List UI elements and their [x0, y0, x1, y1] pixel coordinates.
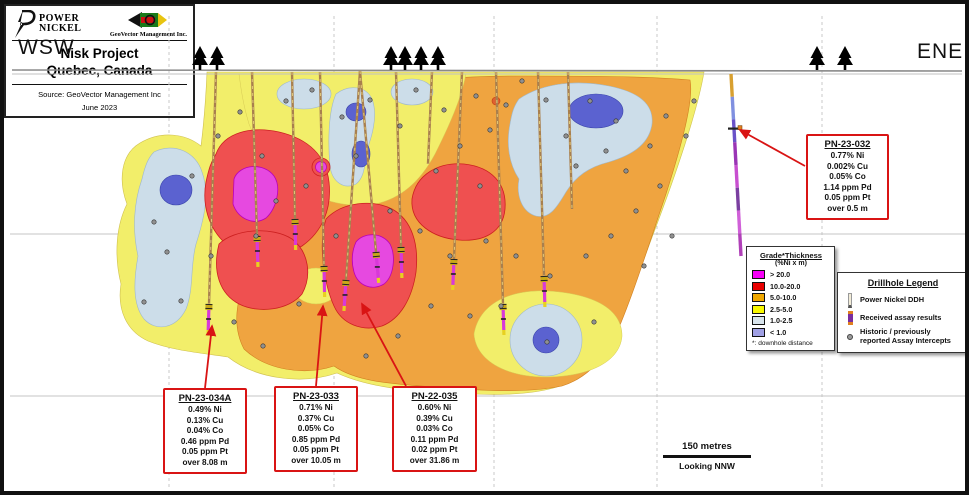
power-nickel-logo: POWER NICKEL	[12, 10, 81, 38]
legend-item-label: Received assay results	[860, 312, 942, 322]
logo-row: POWER NICKEL GeoVector Management Inc.	[12, 10, 187, 38]
assay-line: 0.04% Co	[186, 426, 224, 435]
assay-line: 0.05 ppm Pt	[824, 193, 871, 202]
legend-row: < 1.0	[752, 327, 830, 337]
historic-intercept-dots	[141, 78, 697, 359]
divider	[12, 84, 187, 85]
callout-arrows	[204, 129, 806, 389]
surface-line	[11, 69, 963, 75]
legend-item-label: Historic / previously reported Assay Int…	[860, 327, 951, 345]
assay-line: 0.77% Ni	[830, 151, 865, 160]
assay-line: 0.03% Co	[416, 424, 453, 433]
assay-line: over 0.5 m	[827, 203, 868, 213]
assay-line: 0.46 ppm Pd	[180, 436, 230, 446]
legend-title: Grade*Thickness	[759, 251, 823, 260]
legend-range-label: 1.0-2.5	[770, 316, 793, 325]
assay-line: 0.71% Ni	[299, 403, 333, 412]
legend-item-label: Power Nickel DDH	[860, 295, 925, 305]
scale-distance-label: 150 metres	[682, 441, 732, 452]
callout-title: PN-23-032	[824, 139, 871, 150]
assay-line: 0.85 ppm Pd	[291, 434, 341, 444]
assay-line: 0.13% Cu	[186, 415, 224, 425]
scale-bar-line	[663, 455, 751, 458]
grade-thickness-legend: Grade*Thickness (%Ni x m) > 20.0 10.0-20…	[746, 246, 835, 351]
view-direction-label: Looking NNW	[679, 461, 735, 471]
assay-line: 0.02 ppm Pt	[411, 445, 458, 454]
callout-title: PN-23-033	[293, 391, 339, 402]
magenta-swatch-icon	[752, 270, 765, 279]
legend-range-label: 10.0-20.0	[770, 281, 801, 291]
legend-range-label: < 1.0	[770, 327, 787, 337]
assay-line: 0.002% Cu	[827, 161, 868, 171]
orange-swatch-icon	[752, 293, 765, 302]
assay-line: 0.05 ppm Pt	[182, 447, 228, 456]
legend-row: 1.0-2.5	[752, 316, 830, 325]
lightblue-swatch-icon	[752, 316, 765, 325]
assay-line: 0.37% Cu	[297, 413, 335, 423]
assay-line: over 31.86 m	[409, 455, 460, 465]
callout-title: PN-23-034A	[178, 393, 232, 404]
assay-line: 0.39% Cu	[416, 413, 453, 423]
assay-line: 0.11 ppm Pd	[410, 434, 459, 444]
geovector-flag-icon	[128, 12, 168, 28]
red-swatch-icon	[752, 281, 765, 291]
intercept-dot-icon	[844, 333, 856, 340]
tree-icons	[192, 46, 853, 70]
legend-subtitle: (%Ni x m)	[775, 260, 807, 267]
legend-row: Received assay results	[844, 311, 962, 325]
legend-row: > 20.0	[752, 270, 830, 279]
callout-pn-23-034a: PN-23-034A 0.49% Ni 0.13% Cu 0.04% Co 0.…	[163, 388, 247, 474]
assay-line: 1.14 ppm Pd	[823, 182, 872, 192]
assay-line: 0.05% Co	[297, 424, 335, 433]
drillholes	[205, 70, 743, 336]
legend-range-label: 2.5-5.0	[770, 304, 793, 314]
legend-range-label: 5.0-10.0	[770, 293, 797, 302]
callout-pn-23-033: PN-23-033 0.71% Ni 0.37% Cu 0.05% Co 0.8…	[274, 386, 358, 472]
date-label: June 2023	[81, 103, 118, 112]
assay-line: 0.60% Ni	[417, 403, 452, 412]
assay-line: 0.05% Co	[829, 172, 866, 181]
legend-row: Historic / previously reported Assay Int…	[844, 327, 962, 345]
ddh-rod-icon	[844, 293, 856, 308]
callout-pn-22-035: PN-22-035 0.60% Ni 0.39% Cu 0.03% Co 0.1…	[392, 386, 477, 472]
legend-row: Power Nickel DDH	[844, 293, 962, 308]
callout-title: PN-22-035	[411, 391, 458, 402]
direction-label-wsw: WSW	[18, 36, 75, 59]
scale-bar: 150 metres Looking NNW	[657, 441, 757, 471]
drillhole-legend: Drillhole Legend Power Nickel DDH Receiv…	[837, 272, 965, 354]
power-nickel-bolt-icon	[15, 10, 36, 38]
source-note: Source: GeoVector Management Inc	[38, 90, 161, 99]
drillhole-legend-title: Drillhole Legend	[867, 278, 939, 288]
yellow-swatch-icon	[752, 304, 765, 314]
legend-row: 5.0-10.0	[752, 293, 830, 302]
geovector-logo: GeoVector Management Inc.	[110, 10, 187, 38]
legend-row: 10.0-20.0	[752, 281, 830, 291]
callout-pn-23-032: PN-23-032 0.77% Ni 0.002% Cu 0.05% Co 1.…	[806, 134, 889, 220]
lavender-swatch-icon	[752, 327, 765, 337]
section-canvas	[10, 16, 965, 490]
assay-line: 0.49% Ni	[188, 405, 222, 414]
assay-rod-icon	[844, 311, 856, 325]
legend-range-label: > 20.0	[770, 270, 791, 279]
geovector-wordmark: GeoVector Management Inc.	[109, 31, 187, 38]
power-nickel-wordmark: POWER NICKEL	[39, 12, 82, 34]
direction-label-ene: ENE	[917, 40, 964, 63]
assay-line: 0.05 ppm Pt	[293, 445, 339, 454]
legend-row: 2.5-5.0	[752, 304, 830, 314]
divider	[12, 40, 187, 41]
legend-footnote: *: downhole distance	[752, 339, 813, 347]
assay-line: over 10.05 m	[291, 455, 341, 465]
assay-line: over 8.08 m	[182, 457, 228, 467]
